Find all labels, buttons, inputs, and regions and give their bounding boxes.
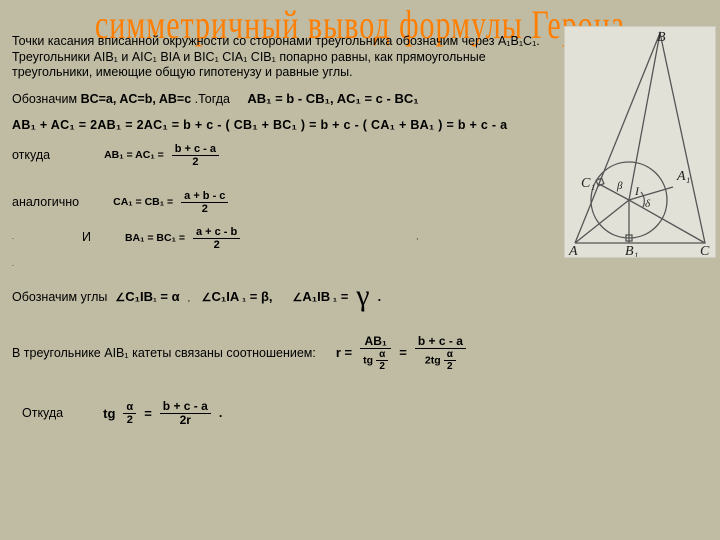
- f1-frac: b + c - a 2: [172, 143, 219, 168]
- r-d2b: 2: [444, 361, 456, 372]
- ang2v: = β,: [246, 289, 272, 304]
- r-alpha1: α: [376, 349, 388, 361]
- ln: b + c - a: [160, 400, 211, 414]
- formula-long: AB₁ + AC₁ = 2AB₁ = 2AC₁ = b + c - ( CB₁ …: [12, 118, 572, 134]
- r-frac1: AB₁ tg α 2: [360, 335, 391, 372]
- had: 2: [123, 414, 136, 426]
- lbl-C: C: [700, 244, 710, 257]
- tri-text: В треугольнике AIB₁ катеты связаны соотн…: [12, 346, 316, 362]
- ld: 2r: [160, 414, 211, 427]
- and-label: И: [82, 230, 91, 246]
- from2-label: Откуда: [22, 406, 63, 422]
- r-frac2: b + c - a 2tg α 2: [415, 335, 466, 372]
- f1-den: 2: [172, 156, 219, 168]
- triangle-svg: A B C B₁ C₁ A₁ I β δ: [565, 27, 715, 257]
- lbl-A: A: [568, 244, 578, 257]
- r-d2: 2tg α 2: [415, 349, 466, 372]
- r-d1t: tg: [363, 355, 373, 367]
- f2-left: CA₁ = CB₁ =: [113, 196, 173, 209]
- r-d2t: 2tg: [425, 355, 441, 367]
- lbl-A1: A₁: [676, 169, 690, 184]
- r-n1: AB₁: [360, 335, 391, 349]
- lbl-delta: δ: [645, 198, 651, 210]
- lbl-beta: β: [616, 180, 623, 192]
- ang1: C₁IB: [125, 289, 153, 304]
- f2-frac: a + b - c 2: [181, 190, 228, 215]
- lbl-I: I: [634, 184, 640, 198]
- analog-label: аналогично: [12, 195, 79, 211]
- row-r: В треугольнике AIB₁ катеты связаны соотн…: [12, 335, 572, 372]
- han: α: [123, 401, 136, 414]
- lbl-C1: C₁: [581, 176, 595, 191]
- row-from: откуда AB₁ = AC₁ = b + c - a 2: [12, 143, 572, 168]
- formula-top: AB₁ = b - CB₁, AC₁ = c - BC₁: [247, 91, 418, 106]
- gamma-letter: γ: [356, 277, 369, 315]
- ang2: C₁IA: [211, 289, 239, 304]
- f2-den: 2: [181, 203, 228, 215]
- denote-angles: Обозначим углы: [12, 290, 107, 306]
- denote-label: Обозначим: [12, 92, 81, 106]
- f3-left: BA₁ = BC₁ =: [125, 232, 185, 245]
- f3-num: a + c - b: [193, 226, 240, 239]
- ang3: A₁IB: [302, 289, 330, 304]
- half-alpha: α 2: [123, 401, 136, 426]
- ang1v: = α: [157, 289, 180, 304]
- denote-line: Обозначим BC=a, AC=b, AB=c .Тогда AB₁ = …: [12, 91, 572, 108]
- f1-num: b + c - a: [172, 143, 219, 156]
- f2-num: a + b - c: [181, 190, 228, 203]
- sides-notation: BC=a, AC=b, AB=c: [81, 92, 192, 106]
- ang3v: =: [337, 289, 348, 304]
- r-d1: tg α 2: [360, 349, 391, 372]
- then-label: .Тогда: [195, 92, 230, 106]
- r-n2: b + c - a: [415, 335, 466, 349]
- r-alpha2: α: [444, 349, 456, 361]
- f1-left: AB₁ = AC₁ =: [104, 149, 164, 162]
- f3-frac: a + c - b 2: [193, 226, 240, 251]
- para-intro: Точки касания вписанной окружности со ст…: [12, 34, 567, 81]
- last-frac: b + c - a 2r: [160, 400, 211, 427]
- from-label: откуда: [12, 148, 50, 164]
- r-d1b: 2: [376, 361, 388, 372]
- tg-label: tg: [103, 406, 115, 422]
- row-and: . И BA₁ = BC₁ = a + c - b 2 ,: [12, 226, 572, 251]
- text-content: Точки касания вписанной окружности со ст…: [12, 34, 572, 438]
- lbl-B1: B₁: [625, 244, 638, 257]
- lbl-B: B: [657, 30, 666, 45]
- r-eq: r =: [336, 345, 352, 361]
- f3-den: 2: [193, 239, 240, 251]
- triangle-figure: A B C B₁ C₁ A₁ I β δ: [564, 26, 716, 258]
- row-analog: аналогично CA₁ = CB₁ = a + b - c 2: [12, 190, 572, 215]
- row-last: Откуда tg α 2 = b + c - a 2r .: [22, 400, 572, 427]
- row-angles: Обозначим углы C₁IB₁ = α , C₁IA ₁ = β, A…: [12, 273, 572, 311]
